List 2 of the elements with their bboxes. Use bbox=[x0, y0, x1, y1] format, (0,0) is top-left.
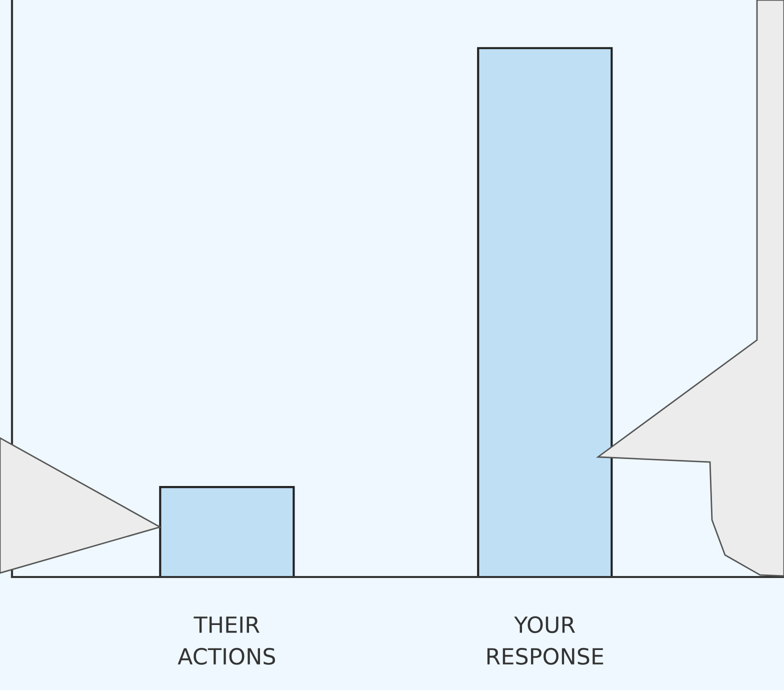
x-tick-label: YOUR RESPONSE bbox=[487, 616, 604, 665]
x-tick-label: THEIR ACTIONS bbox=[178, 616, 276, 665]
